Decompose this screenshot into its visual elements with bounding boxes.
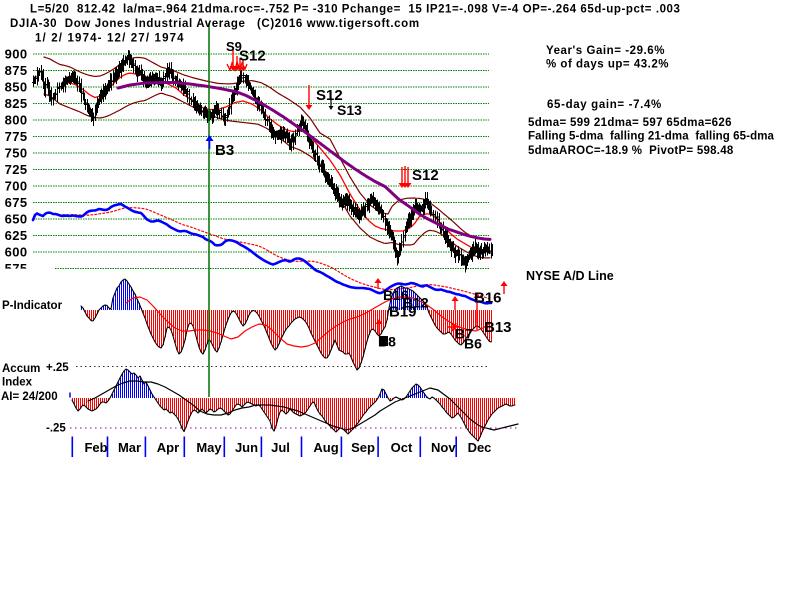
svg-text:825: 825 xyxy=(5,96,28,111)
svg-text:Sep: Sep xyxy=(351,440,375,455)
svg-text:Feb: Feb xyxy=(84,440,107,455)
svg-text:5dmaAROC=-18.9 % PivotP= 598.: 5dmaAROC=-18.9 % PivotP= 598.48 xyxy=(528,145,734,157)
svg-text:B19: B19 xyxy=(389,304,417,321)
svg-text:600: 600 xyxy=(5,245,28,260)
svg-text:-.25: -.25 xyxy=(46,423,66,435)
svg-text:5dma= 599 21dma= 597 65dma=626: 5dma= 599 21dma= 597 65dma=626 xyxy=(528,117,732,129)
svg-text:Aug: Aug xyxy=(313,440,338,455)
svg-text:Oct: Oct xyxy=(391,440,413,455)
svg-text:DJIA-30 Dow Jones Industrial: DJIA-30 Dow Jones Industrial Average (C)… xyxy=(10,18,420,30)
svg-text:May: May xyxy=(196,440,222,455)
svg-text:B7: B7 xyxy=(455,326,473,342)
svg-text:AI= 24/200: AI= 24/200 xyxy=(1,391,58,403)
svg-text:S12: S12 xyxy=(412,167,439,184)
svg-text:B12: B12 xyxy=(403,295,429,311)
svg-text:+.25: +.25 xyxy=(46,362,69,374)
svg-text:700: 700 xyxy=(5,179,28,194)
svg-text:NYSE A/D Line: NYSE A/D Line xyxy=(526,269,614,283)
svg-text:% of days up= 43.2%: % of days up= 43.2% xyxy=(546,59,669,71)
svg-text:Falling 5-dma falling 21-dma: Falling 5-dma falling 21-dma falling 65-… xyxy=(528,131,775,143)
svg-text:725: 725 xyxy=(5,162,28,177)
svg-text:Dec: Dec xyxy=(468,440,492,455)
svg-text:Mar: Mar xyxy=(118,440,141,455)
svg-text:Year's Gain= -29.6%: Year's Gain= -29.6% xyxy=(546,45,665,57)
svg-text:P-Indicator: P-Indicator xyxy=(2,300,63,312)
svg-text:B6: B6 xyxy=(464,336,482,352)
svg-text:S13: S13 xyxy=(337,102,362,118)
svg-text:Accum: Accum xyxy=(2,363,40,375)
svg-text:S12: S12 xyxy=(239,48,266,65)
svg-text:L=5/20 812.42 la/ma=.964 21d: L=5/20 812.42 la/ma=.964 21dma.roc=-.752… xyxy=(30,4,680,16)
svg-text:750: 750 xyxy=(5,146,28,161)
svg-text:1/ 2/ 1974- 12/ 27/ 1974: 1/ 2/ 1974- 12/ 27/ 1974 xyxy=(35,33,185,45)
svg-text:Apr: Apr xyxy=(157,440,179,455)
svg-text:800: 800 xyxy=(5,113,28,128)
svg-text:Jul: Jul xyxy=(271,440,290,455)
svg-text:Nov: Nov xyxy=(431,440,456,455)
svg-text:B16: B16 xyxy=(383,287,409,303)
svg-text:850: 850 xyxy=(5,80,28,95)
svg-text:Jun: Jun xyxy=(235,440,258,455)
svg-text:B16: B16 xyxy=(474,290,502,307)
svg-text:775: 775 xyxy=(5,129,28,144)
svg-text:B13: B13 xyxy=(484,319,512,336)
svg-text:65-day gain= -7.4%: 65-day gain= -7.4% xyxy=(547,99,662,111)
svg-text:900: 900 xyxy=(5,47,28,62)
svg-text:Index: Index xyxy=(2,377,33,389)
svg-text:875: 875 xyxy=(5,63,28,78)
svg-text:625: 625 xyxy=(5,228,28,243)
svg-text:650: 650 xyxy=(5,212,28,227)
svg-text:675: 675 xyxy=(5,195,28,210)
svg-text:S12: S12 xyxy=(316,87,343,104)
svg-text:S9: S9 xyxy=(226,39,242,54)
svg-text:B3: B3 xyxy=(215,142,234,159)
